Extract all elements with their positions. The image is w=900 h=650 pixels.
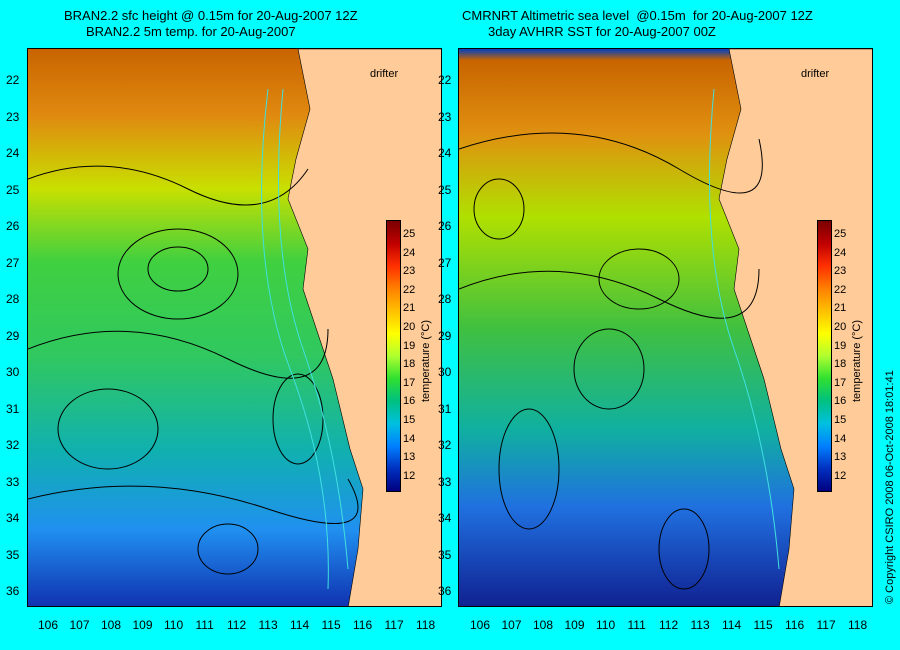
right-colorbar-tick: 13	[834, 451, 847, 464]
right-colorbar	[817, 220, 832, 492]
left-lon-tick: 106	[38, 618, 59, 632]
right-lat-tick: 35	[438, 547, 452, 562]
left-lat-tick: 30	[6, 365, 20, 379]
right-colorbar-tick: 21	[834, 302, 847, 315]
right-colorbar-tick: 22	[834, 283, 847, 296]
left-lon-tick: 107	[69, 618, 90, 632]
left-lon-tick: 114	[290, 618, 310, 632]
right-title-line1: CMRNRT Altimetric sea level @0.15m for 2…	[462, 8, 813, 23]
right-lon-tick: 113	[690, 618, 710, 632]
right-title-line2: 3day AVHRR SST for 20-Aug-2007 00Z	[488, 24, 716, 39]
left-lat-tick: 28	[6, 292, 20, 306]
right-drifter-legend: drifter	[801, 68, 830, 80]
right-colorbar-tick: 16	[834, 395, 847, 408]
left-colorbar-tick: 25	[403, 228, 416, 240]
left-lat-tick: 23	[6, 109, 20, 124]
left-lon-tick: 111	[195, 618, 214, 632]
left-colorbar-tick: 15	[403, 414, 416, 426]
right-colorbar-tick: 25	[834, 228, 847, 240]
left-lat-tick: 31	[6, 401, 20, 416]
left-map-panel	[27, 48, 442, 607]
left-colorbar	[386, 220, 401, 492]
left-lat-tick: 24	[6, 146, 20, 160]
right-lon-tick: 116	[785, 618, 805, 632]
left-colorbar-tick: 17	[403, 376, 416, 389]
right-colorbar-label: temperature (°C)	[851, 319, 863, 402]
left-colorbar-tick: 18	[403, 358, 416, 371]
right-map-panel	[458, 48, 873, 607]
right-colorbar-tick: 14	[834, 432, 847, 445]
right-colorbar-tick: 18	[834, 358, 847, 371]
right-colorbar-tick: 23	[834, 265, 847, 278]
left-lat-tick: 34	[6, 511, 20, 525]
left-colorbar-label: temperature (°C)	[420, 319, 432, 402]
right-lat-tick: 34	[438, 511, 452, 525]
left-lat-tick: 26	[6, 219, 20, 233]
left-lon-tick: 110	[164, 618, 184, 632]
left-lon-tick: 116	[353, 618, 373, 632]
left-lat-tick: 33	[6, 474, 20, 489]
right-colorbar-tick: 17	[834, 376, 847, 389]
left-colorbar-tick: 14	[403, 432, 416, 445]
right-colorbar-tick: 20	[834, 321, 847, 333]
right-lon-tick: 115	[753, 618, 773, 632]
copyright-text: © Copyright CSIRO 2008 06-Oct-2008 18:01…	[884, 370, 896, 604]
right-lon-tick: 112	[659, 618, 679, 632]
right-lat-tick: 26	[438, 219, 452, 233]
right-lat-tick: 27	[438, 255, 452, 270]
left-colorbar-tick: 22	[403, 283, 416, 296]
right-colorbar-tick: 24	[834, 246, 847, 259]
left-lon-tick: 118	[416, 618, 436, 632]
left-title-line2: BRAN2.2 5m temp. for 20-Aug-2007	[86, 24, 296, 39]
left-colorbar-tick: 12	[403, 469, 416, 482]
left-lon-tick: 117	[384, 618, 404, 632]
right-lon-tick: 117	[816, 618, 836, 632]
left-lat-tick: 27	[6, 255, 20, 270]
left-lon-tick: 109	[132, 618, 153, 632]
left-lat-tick: 35	[6, 547, 20, 562]
left-title-line1: BRAN2.2 sfc height @ 0.15m for 20-Aug-20…	[64, 8, 358, 23]
left-lat-tick: 25	[6, 182, 20, 197]
left-colorbar-tick: 23	[403, 265, 416, 278]
left-lon-tick: 115	[321, 618, 341, 632]
right-lat-tick: 30	[438, 365, 452, 379]
right-lat-tick: 32	[438, 438, 452, 452]
right-lat-tick: 36	[438, 584, 452, 598]
left-colorbar-tick: 21	[403, 302, 416, 315]
right-lat-tick: 24	[438, 146, 452, 160]
left-colorbar-tick: 13	[403, 451, 416, 464]
right-lon-tick: 108	[533, 618, 554, 632]
right-colorbar-tick: 12	[834, 469, 847, 482]
right-lat-tick: 25	[438, 182, 452, 197]
left-colorbar-tick: 16	[403, 395, 416, 408]
left-colorbar-tick: 19	[403, 339, 416, 352]
right-lat-tick: 28	[438, 292, 452, 306]
left-colorbar-tick: 24	[403, 246, 416, 259]
right-lon-tick: 118	[848, 618, 868, 632]
right-lon-tick: 107	[501, 618, 522, 632]
left-lat-tick: 32	[6, 438, 20, 452]
right-lon-tick: 110	[596, 618, 616, 632]
right-lon-tick: 111	[627, 618, 646, 632]
left-lon-tick: 108	[101, 618, 122, 632]
left-drifter-legend: drifter	[370, 68, 399, 80]
left-lon-tick: 112	[227, 618, 247, 632]
left-lat-tick: 22	[6, 73, 20, 87]
right-lat-tick: 33	[438, 474, 452, 489]
right-lat-tick: 22	[438, 73, 452, 87]
right-lat-tick: 31	[438, 401, 452, 416]
right-lon-tick: 109	[564, 618, 585, 632]
right-colorbar-tick: 19	[834, 339, 847, 352]
right-colorbar-tick: 15	[834, 414, 847, 426]
left-lon-tick: 113	[258, 618, 278, 632]
left-lat-tick: 36	[6, 584, 20, 598]
right-lat-tick: 23	[438, 109, 452, 124]
right-lon-tick: 106	[470, 618, 491, 632]
right-lat-tick: 29	[438, 328, 452, 343]
left-colorbar-tick: 20	[403, 321, 416, 333]
right-lon-tick: 114	[722, 618, 742, 632]
left-lat-tick: 29	[6, 328, 20, 343]
